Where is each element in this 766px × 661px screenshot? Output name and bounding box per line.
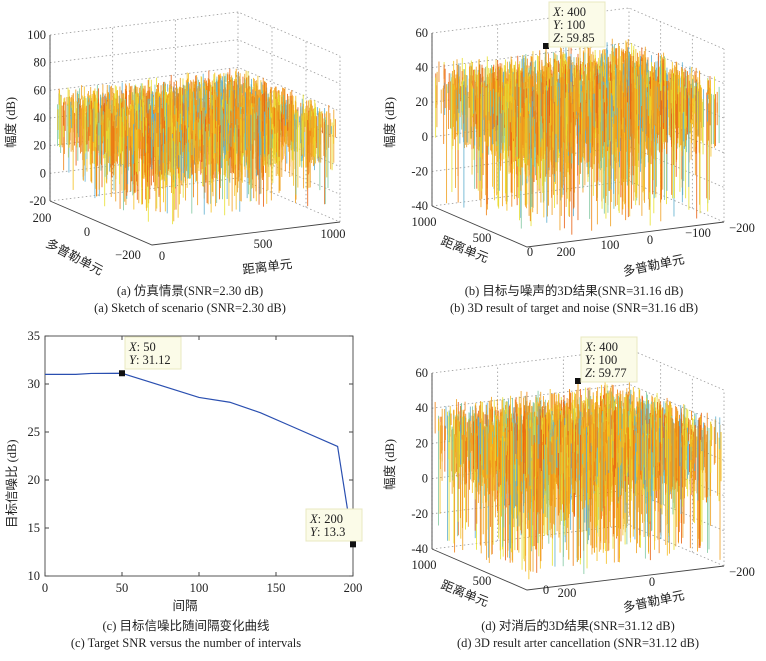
z-tick-label: 80 <box>34 56 47 70</box>
plots-layer: -20020406080100050010002000−200-40-20020… <box>27 1 755 600</box>
ylabel-d: 多普勒单元 <box>622 588 686 615</box>
xlabel-c: 间隔 <box>172 599 197 613</box>
grid-line <box>49 11 341 57</box>
ylabel-b: 多普勒单元 <box>622 252 686 279</box>
z-tick-label: -40 <box>411 199 428 213</box>
y-tick-label: −200 <box>115 248 141 262</box>
y-tick-label: 0 <box>84 225 90 239</box>
caption-b-cn: (b) 目标与噪声的3D结果(SNR=31.16 dB) <box>465 283 684 298</box>
z-tick-label: 60 <box>416 26 429 40</box>
caption-c-en: (c) Target SNR versus the number of inte… <box>71 636 301 650</box>
grid-line <box>49 39 341 85</box>
z-tick-label: 100 <box>27 28 46 42</box>
surface <box>435 38 720 235</box>
ylabel-c: 目标信噪比 (dB) <box>5 439 19 528</box>
caption-a-cn: (a) 仿真情景(SNR=2.30 dB) <box>117 284 263 298</box>
caption-d-en: (d) 3D result arter cancellation (SNR=31… <box>457 636 699 650</box>
ylabel-a: 多普勒单元 <box>44 236 106 278</box>
z-tick-label: 40 <box>416 61 429 75</box>
z-tick-label: 20 <box>416 95 429 109</box>
x-tick-label: 500 <box>254 237 273 251</box>
z-tick-label: 40 <box>34 111 47 125</box>
zlabel-d: 幅度 (dB) <box>382 439 397 490</box>
floor-axes <box>431 205 725 248</box>
z-tick-label: 60 <box>34 83 47 97</box>
zlabel-a: 幅度 (dB) <box>3 97 18 148</box>
x-tick-label: 1000 <box>321 227 346 241</box>
z-tick-label: -20 <box>29 194 46 208</box>
y-tick-label: 200 <box>33 211 52 225</box>
z-tick-label: 0 <box>422 130 428 144</box>
zlabel-b: 幅度 (dB) <box>382 97 397 148</box>
z-tick-label: 20 <box>34 139 47 153</box>
caption-d-cn: (d) 对消后的3D结果(SNR=31.12 dB) <box>481 618 675 633</box>
z-tick-label: 0 <box>40 166 46 180</box>
caption-b-en: (b) 3D result of target and noise (SNR=3… <box>450 301 698 315</box>
z-tick-label: -20 <box>411 164 428 178</box>
caption-c-cn: (c) 目标信噪比随间隔变化曲线 <box>103 618 270 633</box>
caption-a-en: (a) Sketch of scenario (SNR=2.30 dB) <box>94 301 286 315</box>
x-tick-label: 0 <box>159 249 165 263</box>
grid-line <box>49 66 341 112</box>
floor-axes <box>49 200 341 246</box>
grid-line <box>49 177 341 223</box>
xlabel-a: 距离单元 <box>242 256 293 277</box>
surface <box>57 68 336 225</box>
